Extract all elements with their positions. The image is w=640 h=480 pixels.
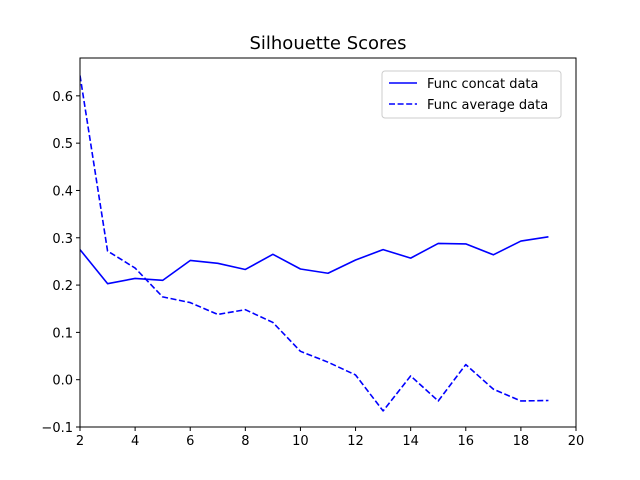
y-tick-label: 0.4	[52, 184, 73, 199]
y-tick-label: 0.5	[52, 137, 73, 152]
x-tick-label: 4	[131, 434, 139, 449]
axes: 2 4 6 8 10 12 14 16 18 20 −0.1 0.0 0.1 0.2 0.3 0.4 0.5 0.…	[41, 57, 585, 449]
x-tick-label: 14	[402, 434, 419, 449]
x-tick-label: 20	[568, 434, 585, 449]
series-line-2	[80, 75, 549, 412]
y-tick-label: 0.2	[52, 279, 73, 294]
x-tick-label: 10	[292, 434, 309, 449]
chart-title: Silhouette Scores	[249, 33, 406, 54]
y-tick-label: 0.1	[52, 326, 73, 341]
legend: Func concat data Func average data	[381, 70, 562, 119]
x-tick-label: 12	[347, 434, 364, 449]
axes-frame	[79, 57, 577, 428]
plot-area	[80, 75, 549, 412]
legend-label-2: Func average data	[427, 98, 548, 113]
x-tick-label: 18	[513, 434, 530, 449]
y-tick-label: 0.6	[52, 90, 73, 105]
series-line-1	[80, 236, 549, 285]
y-tick-label: 0.0	[52, 374, 73, 389]
x-tick-label: 6	[186, 434, 194, 449]
y-tick-label: 0.3	[52, 232, 73, 247]
x-tick-label: 8	[241, 434, 249, 449]
y-tick-label: −0.1	[41, 421, 73, 436]
legend-box	[381, 70, 562, 119]
x-tick-label: 2	[76, 434, 84, 449]
x-tick-label: 16	[458, 434, 475, 449]
legend-label-1: Func concat data	[427, 77, 539, 92]
